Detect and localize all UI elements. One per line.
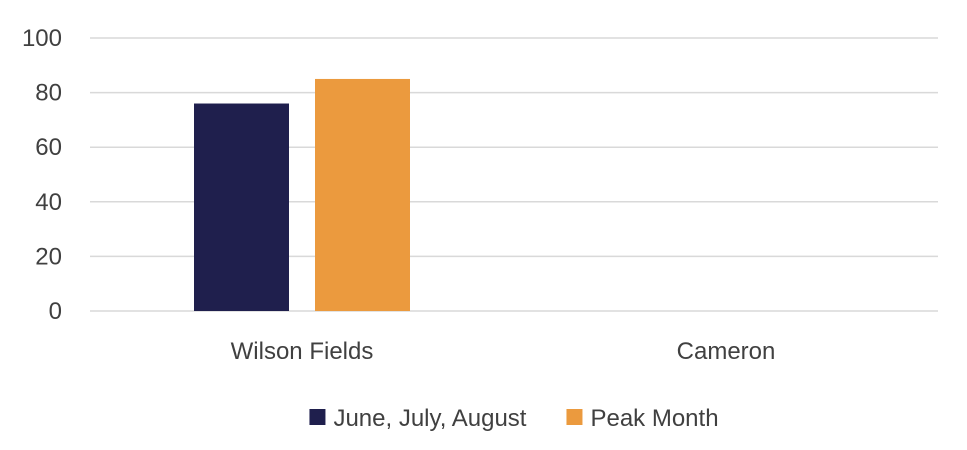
y-axis-ticks: 0 20 40 60 80 100 [22, 25, 62, 325]
x-category-label: Cameron [677, 338, 776, 365]
y-tick-label: 60 [35, 134, 62, 161]
legend-swatch-2 [566, 409, 583, 425]
y-tick-label: 80 [35, 80, 62, 107]
bar-wilson-fields-series-2 [315, 78, 410, 311]
y-tick-label: 40 [35, 189, 62, 216]
legend: June, July, August Peak Month [309, 405, 719, 432]
y-tick-label: 0 [49, 298, 62, 325]
bar-wilson-fields-series-1 [194, 103, 289, 312]
legend-label-2: Peak Month [590, 405, 718, 432]
x-axis-categories: Wilson Fields Cameron [231, 338, 776, 365]
y-tick-label: 20 [35, 243, 62, 270]
y-tick-label: 100 [22, 25, 62, 52]
legend-swatch-1 [309, 409, 326, 425]
x-category-label: Wilson Fields [231, 338, 374, 365]
legend-label-1: June, July, August [333, 405, 526, 432]
bars [194, 78, 410, 312]
